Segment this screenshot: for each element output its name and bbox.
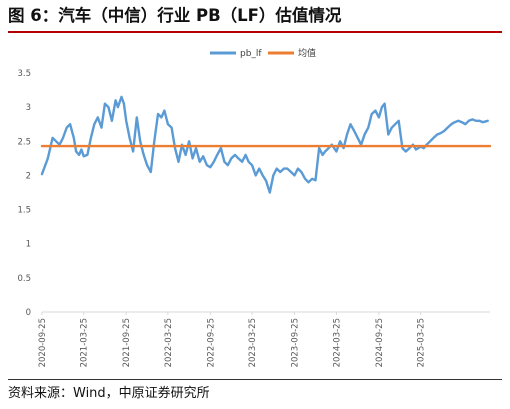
- x-tick-label: 2021-03-25: [80, 318, 90, 367]
- y-tick-label: 2: [26, 171, 31, 181]
- series-layer: [40, 95, 492, 194]
- y-axis: 0 0.5 1 1.5 2 2.5 3 3.5: [17, 69, 31, 318]
- pb-valuation-chart: pb_lf 均值 0 0.5 1 1.5 2 2.5 3 3.5 2020-09-25 2021…: [17, 47, 492, 367]
- footer-rule: [8, 379, 502, 380]
- x-tick-label: 2023-03-25: [248, 318, 258, 367]
- legend-label-mean: 均值: [298, 47, 316, 59]
- x-tick-label: 2022-09-25: [206, 318, 216, 367]
- legend-label-pb: pb_lf: [240, 49, 262, 59]
- y-tick-label: 3.5: [17, 69, 31, 79]
- series-line-pb: [40, 95, 489, 194]
- x-tick-label: 2021-09-25: [122, 318, 132, 367]
- y-tick-label: 2.5: [17, 137, 31, 147]
- x-tick-label: 2023-09-25: [290, 318, 300, 367]
- source-note: 资料来源：Wind，中原证券研究所: [8, 386, 210, 401]
- x-tick-label: 2025-03-25: [417, 318, 427, 367]
- x-tick-label: 2020-09-25: [38, 318, 48, 367]
- legend: pb_lf 均值: [210, 47, 316, 59]
- y-tick-label: 1: [26, 240, 31, 250]
- y-tick-label: 1.5: [17, 206, 31, 216]
- x-tick-label: 2024-09-25: [375, 318, 385, 367]
- y-tick-label: 3: [26, 103, 31, 113]
- x-axis: 2020-09-25 2021-03-25 2021-09-25 2022-03-25…: [38, 312, 427, 367]
- y-tick-label: 0: [26, 308, 31, 318]
- x-tick-label: 2022-03-25: [164, 318, 174, 367]
- y-tick-label: 0.5: [17, 274, 31, 284]
- x-tick-label: 2024-03-25: [332, 318, 342, 367]
- chart-title: 图 6：汽车（中信）行业 PB（LF）估值情况: [8, 6, 342, 25]
- title-underline: [8, 31, 502, 33]
